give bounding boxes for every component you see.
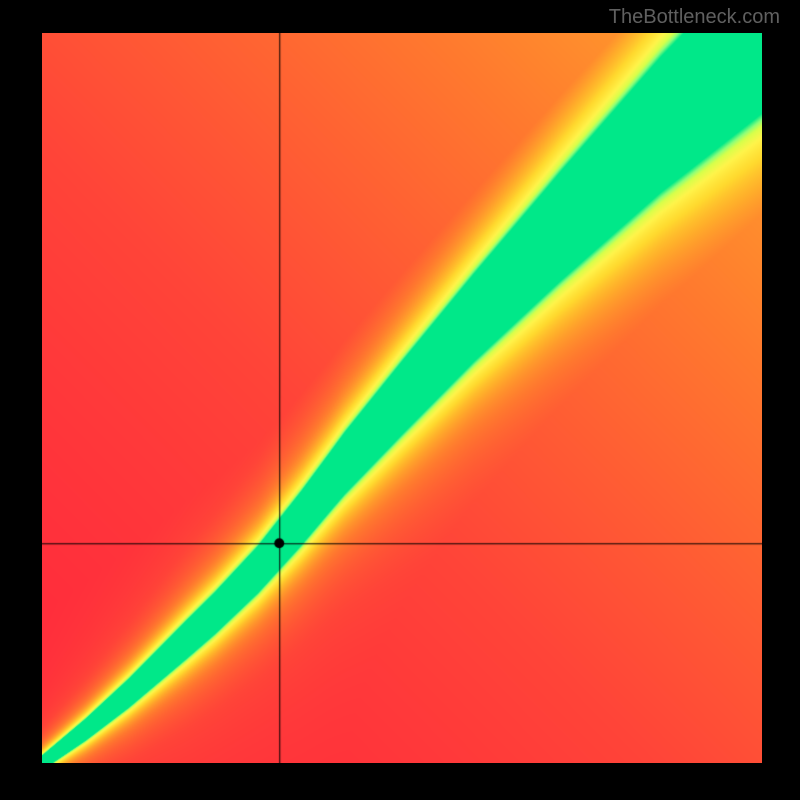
watermark-text: TheBottleneck.com [609,6,780,29]
chart-container: TheBottleneck.com [0,0,800,800]
heatmap-plot [42,33,762,763]
